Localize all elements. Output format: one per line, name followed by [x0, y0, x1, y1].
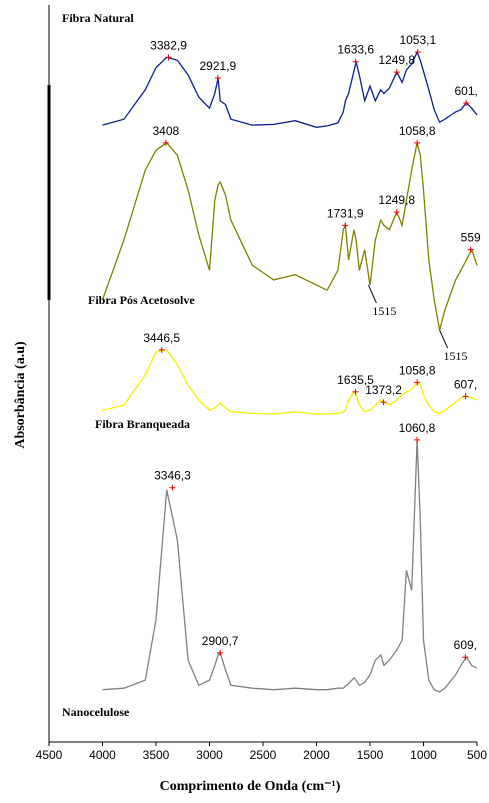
peak-label: 609,: [454, 638, 477, 652]
series-label: Fibra Branqueada: [95, 417, 190, 431]
x-tick-label: 2500: [250, 748, 277, 762]
peak-marker: [467, 246, 474, 253]
series-label: Nanocelulose: [62, 705, 130, 719]
peak-label: 1373,2: [365, 383, 402, 397]
peak-label: 3446,5: [143, 331, 180, 345]
peak-marker: [352, 388, 359, 395]
spectrum-line: [102, 439, 478, 693]
peak-marker: [462, 393, 469, 400]
callout-arrow: [439, 329, 449, 349]
peak-marker: [165, 54, 172, 61]
x-tick-label: 2000: [303, 748, 330, 762]
x-tick-label: 1500: [357, 748, 384, 762]
peak-label: 3382,9: [150, 38, 187, 52]
peak-marker: [393, 209, 400, 216]
peak-label: 1060,8: [399, 421, 436, 435]
x-axis-label: Comprimento de Onda (cm⁻¹): [160, 779, 341, 794]
x-tick-label: 1000: [410, 748, 437, 762]
callout-arrow: [367, 284, 377, 304]
peak-marker: [393, 69, 400, 76]
peak-label: 2900,7: [202, 634, 239, 648]
peak-marker: [352, 58, 359, 65]
peak-marker: [217, 649, 224, 656]
peak-marker: [462, 654, 469, 661]
peak-label: 559: [461, 231, 481, 245]
callout-label: 1515: [444, 349, 468, 363]
spectrum-line: [102, 50, 478, 128]
x-tick-label: 4500: [36, 748, 63, 762]
peak-label: 3346,3: [154, 469, 191, 483]
x-tick-label: 500: [467, 748, 487, 762]
peak-label: 1249,8: [378, 193, 415, 207]
peak-marker: [214, 74, 221, 81]
series-label: Fibra Pós Acetosolve: [88, 293, 195, 307]
peak-label: 1635,5: [337, 373, 374, 387]
peak-marker: [414, 139, 421, 146]
peak-marker: [413, 436, 420, 443]
peak-label: 1633,6: [337, 43, 374, 57]
peak-label: 1053,1: [399, 33, 436, 47]
peak-label: 1058,8: [399, 124, 436, 138]
peak-marker: [162, 139, 169, 146]
peak-label: 1731,9: [327, 206, 364, 220]
peak-marker: [380, 399, 387, 406]
peak-label: 2921,9: [200, 59, 237, 73]
x-tick-label: 3000: [196, 748, 223, 762]
peak-label: 1249,8: [378, 53, 415, 67]
peak-label: 607,: [454, 377, 477, 391]
series-label: Fibra Natural: [62, 11, 134, 25]
peak-marker: [169, 484, 176, 491]
x-tick-label: 4000: [89, 748, 116, 762]
peak-label: 3408: [152, 124, 179, 138]
y-axis-label: Absorbância (a.u): [13, 341, 28, 449]
peak-marker: [158, 346, 165, 353]
peak-label: 1058,8: [399, 363, 436, 377]
peak-marker: [342, 222, 349, 229]
x-tick-label: 3500: [143, 748, 170, 762]
peak-label: 601,: [455, 84, 478, 98]
peak-marker: [463, 100, 470, 107]
spectrum-line: [102, 349, 478, 415]
peak-marker: [414, 49, 421, 56]
spectrum-line: [101, 141, 478, 331]
peak-marker: [414, 379, 421, 386]
callout-label: 1515: [372, 304, 396, 318]
